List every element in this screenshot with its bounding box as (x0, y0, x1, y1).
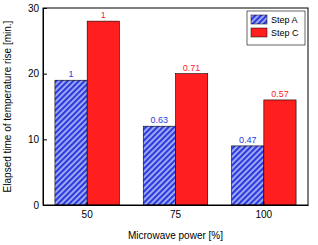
bar-annotation: 0.57 (271, 89, 289, 99)
bar-annotation: 0.47 (239, 135, 257, 145)
y-tick-label: 0 (33, 200, 39, 211)
bar (232, 146, 264, 205)
x-tick-label: 100 (255, 209, 272, 220)
legend: Step A Step C (247, 11, 305, 45)
chart-svg: 0 10 20 30 50 75 100 1 0.63 0.47 1 0.71 0.57 Microwav… (0, 0, 318, 245)
bar-annotation: 1 (101, 10, 106, 20)
y-axis: 0 10 20 30 (28, 3, 47, 211)
x-tick: 50 (82, 202, 94, 220)
bar (176, 74, 208, 205)
bar (87, 21, 119, 205)
y-tick-label: 20 (28, 68, 40, 79)
legend-box (247, 11, 305, 45)
x-tick: 100 (255, 202, 272, 220)
x-tick: 75 (170, 202, 182, 220)
x-tick-label: 75 (170, 209, 182, 220)
bar (55, 80, 87, 205)
x-axis-line (44, 205, 309, 206)
bar-annotation: 1 (69, 69, 74, 79)
bar (143, 126, 175, 205)
bar-annotation: 0.63 (151, 115, 169, 125)
y-tick-mark (43, 8, 47, 9)
legend-label: Step C (271, 28, 299, 38)
y-axis-line (43, 9, 44, 206)
y-tick: 20 (28, 68, 47, 79)
x-tick-label: 50 (82, 209, 94, 220)
legend-swatch (251, 15, 267, 24)
y-tick-mark (43, 139, 47, 140)
y-tick-mark (43, 74, 47, 75)
x-tick-mark (263, 202, 264, 205)
y-tick: 30 (28, 3, 47, 14)
x-axis-title: Microwave power [%] (128, 230, 223, 241)
legend-swatch (251, 28, 267, 37)
legend-label: Step A (271, 15, 298, 25)
y-axis-title: Elapsed time of temperature rise [min.] (2, 20, 13, 192)
chart-container: 0 10 20 30 50 75 100 1 0.63 0.47 1 0.71 0.57 Microwav… (0, 0, 318, 245)
y-tick-label: 30 (28, 3, 40, 14)
bar (264, 100, 296, 205)
x-tick-mark (175, 202, 176, 205)
y-tick: 10 (28, 134, 47, 145)
x-tick-mark (87, 202, 88, 205)
x-axis: 50 75 100 (44, 202, 309, 220)
bars (55, 21, 296, 205)
bar-annotation: 0.71 (183, 63, 201, 73)
plot-frame (43, 8, 308, 205)
y-tick-label: 10 (28, 134, 40, 145)
